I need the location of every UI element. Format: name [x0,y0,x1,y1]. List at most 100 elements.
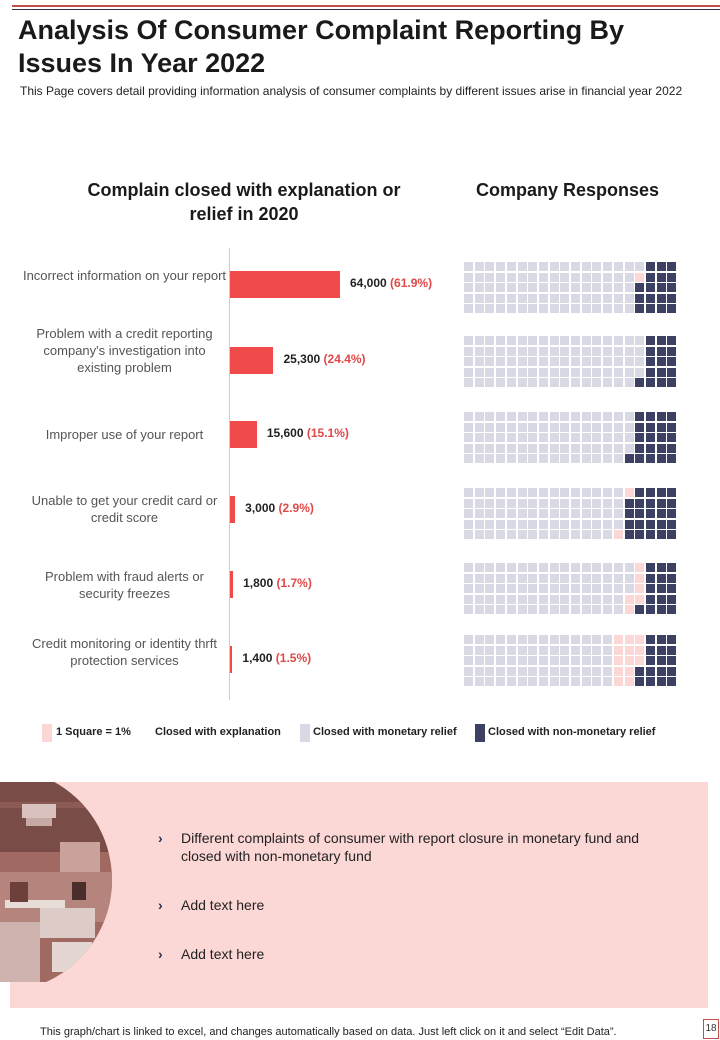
waffle-square [517,433,527,442]
waffle-square [464,519,473,529]
waffle-square [538,412,548,421]
waffle-square [603,605,613,614]
waffle-square [474,656,484,665]
waffle-square [581,584,591,593]
percent-label: (24.4%) [323,352,366,366]
waffle-square [538,433,548,442]
waffle-square [517,677,527,686]
waffle-square [485,443,495,453]
waffle-square [538,454,548,463]
waffle-square [517,336,527,345]
waffle-square [603,666,613,676]
waffle-square [581,645,591,655]
waffle-square [656,367,666,377]
waffle-square [496,293,506,303]
waffle-square [464,422,473,432]
waffle-square [603,656,613,665]
waffle-square [506,272,516,282]
waffle-square [667,645,677,655]
waffle-square [517,422,527,432]
waffle-square [560,422,570,432]
waffle-square [592,378,602,387]
waffle-square [464,304,473,313]
waffle-square [624,584,634,593]
waffle-square [538,563,548,572]
waffle-square [549,488,559,497]
waffle-square [474,635,484,644]
waffle-square [549,509,559,518]
waffle-square [506,530,516,539]
waffle-square [528,563,538,572]
waffle-square [656,293,666,303]
legend-monetary-label: Closed with monetary relief [313,726,457,738]
waffle-square [656,336,666,345]
bar[interactable] [230,346,274,374]
waffle-square [603,422,613,432]
notes-panel [10,782,708,1008]
category-label: Problem with fraud alerts or security fr… [45,569,204,601]
waffle-square [635,367,645,377]
waffle-square [538,293,548,303]
waffle-square [464,262,473,271]
waffle-square [603,488,613,497]
waffle-square [603,283,613,292]
waffle-square [506,336,516,345]
waffle-square [538,677,548,686]
waffle-square [624,367,634,377]
waffle-square [603,272,613,282]
waffle-square [592,584,602,593]
waffle-square [506,357,516,366]
waffle-square [635,488,645,497]
waffle-square [517,272,527,282]
legend-swatch-monetary [300,724,310,742]
waffle-square [667,519,677,529]
bar[interactable] [230,270,340,298]
bar[interactable] [230,495,236,523]
waffle-square [603,509,613,518]
waffle-square [645,272,655,282]
waffle-square [667,412,677,421]
waffle-square [496,666,506,676]
waffle-square [613,563,623,572]
waffle-square [624,433,634,442]
waffle-square [517,594,527,604]
waffle-square [581,677,591,686]
waffle-square [581,594,591,604]
waffle-square [571,346,580,356]
waffle-square [528,594,538,604]
waffle-square [571,498,580,508]
waffle-square [528,666,538,676]
waffle-square [613,367,623,377]
waffle-square [549,645,559,655]
waffle-square [656,488,666,497]
waffle-square [581,488,591,497]
waffle-square [667,283,677,292]
waffle-square [624,635,634,644]
waffle-square [560,594,570,604]
waffle-square [635,272,645,282]
waffle-square [485,422,495,432]
waffle-square [635,443,645,453]
waffle-square [635,346,645,356]
waffle-square [624,357,634,366]
waffle-square [656,378,666,387]
waffle-square [549,422,559,432]
waffle-square [464,433,473,442]
waffle-square [592,573,602,583]
waffle-square [613,443,623,453]
waffle-square [645,454,655,463]
waffle-square [603,412,613,421]
waffle-square [603,519,613,529]
page-number: 18 [703,1019,719,1039]
waffle-square [528,293,538,303]
bar[interactable] [230,420,257,448]
waffle-square [592,422,602,432]
waffle-square [538,594,548,604]
responses-title: Company Responses [475,180,660,200]
waffle-square [549,563,559,572]
waffle-square [635,262,645,271]
waffle-square [645,666,655,676]
bar[interactable] [230,570,234,598]
bar[interactable] [230,645,233,673]
waffle-square [528,283,538,292]
